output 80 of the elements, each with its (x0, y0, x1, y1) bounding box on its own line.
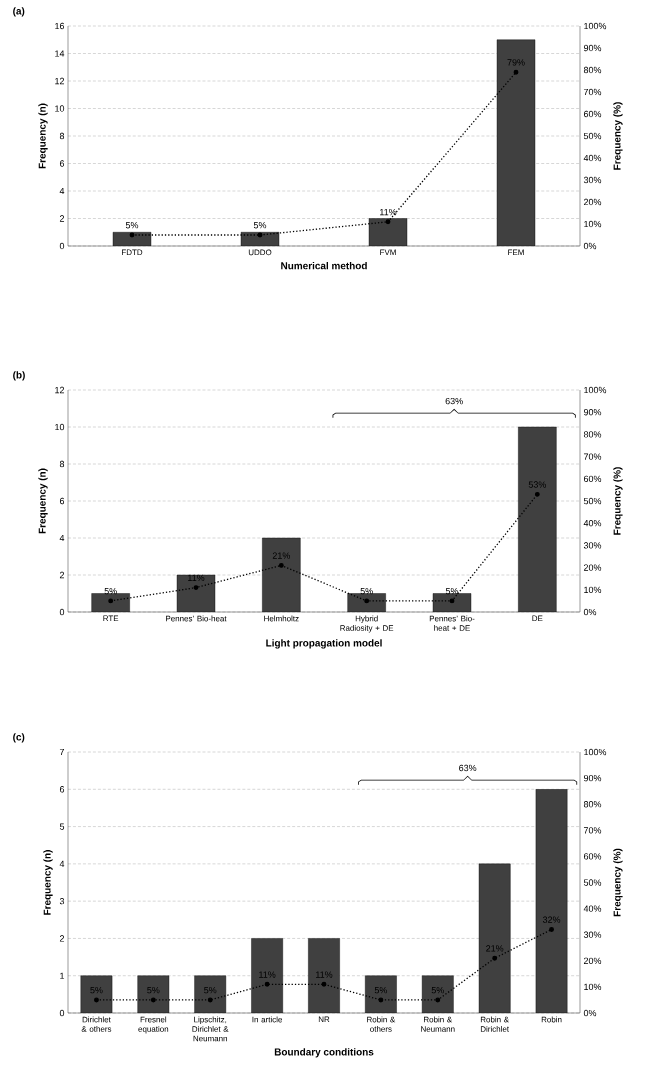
y2-tick-label: 40% (583, 905, 602, 912)
y2-tick-label: 0% (583, 608, 597, 616)
y2-tick-label: 0% (583, 242, 597, 250)
y-tick-label: 7 (59, 748, 65, 756)
y-axis-title: Frequency (n) (38, 468, 48, 534)
y2-tick-label: 20% (583, 564, 602, 571)
y2-tick-label: 40% (583, 154, 602, 162)
y-tick-label: 8 (59, 460, 65, 468)
y2-tick-label: 90% (583, 409, 602, 416)
data-label: 5% (374, 987, 388, 994)
y2-tick-label: 60% (583, 110, 602, 118)
y2-axis-title: Frequency (%) (613, 102, 623, 170)
y-tick-label: 8 (59, 132, 65, 140)
y-tick-label: 14 (55, 50, 65, 57)
y2-tick-label: 60% (583, 475, 602, 482)
y2-tick-label: 100% (584, 748, 607, 756)
y2-tick-label: 70% (583, 88, 602, 96)
data-label: 11% (380, 208, 397, 216)
y2-tick-label: 100% (584, 386, 607, 394)
y-tick-label: 4 (59, 187, 65, 195)
data-label: 5% (360, 587, 373, 595)
data-label: 5% (253, 222, 267, 229)
y2-tick-label: 90% (583, 774, 602, 782)
y-tick-label: 2 (59, 215, 65, 222)
y-tick-label: 2 (59, 935, 65, 942)
annotation: 63% (459, 764, 477, 772)
y-tick-label: 5 (59, 823, 65, 830)
y2-tick-label: 30% (583, 542, 602, 549)
data-label: 5% (125, 222, 139, 229)
y-tick-label: 12 (55, 77, 65, 85)
y-tick-label: 4 (59, 534, 65, 542)
y2-tick-label: 80% (583, 431, 602, 438)
y-tick-label: 4 (59, 860, 65, 867)
y2-tick-label: 30% (583, 931, 602, 938)
x-axis-title: Numerical method (281, 262, 367, 270)
y-tick-label: 1 (60, 972, 65, 979)
chart-title: (b) (13, 371, 25, 381)
y-tick-label: 6 (59, 160, 65, 167)
y-tick-label: 6 (59, 786, 65, 793)
y-tick-label: 0 (59, 242, 65, 250)
y2-tick-label: 10% (584, 220, 602, 228)
y2-tick-label: 40% (583, 520, 602, 527)
y2-tick-label: 50% (583, 497, 602, 505)
y-tick-label: 6 (59, 497, 65, 505)
y-tick-label: 0 (59, 608, 65, 616)
chart-title: (a) (13, 7, 25, 17)
x-axis-title: Boundary conditions (274, 1048, 374, 1058)
y-tick-label: 0 (59, 1009, 65, 1017)
y2-tick-label: 10% (584, 983, 602, 991)
y2-tick-label: 0% (583, 1009, 597, 1017)
data-label: 5% (104, 587, 117, 595)
y2-tick-label: 80% (583, 801, 602, 808)
y2-tick-label: 90% (583, 44, 602, 52)
chart-title: (c) (13, 733, 25, 743)
x-axis-title: Light propagation model (266, 639, 382, 649)
y2-tick-label: 60% (583, 853, 602, 860)
y-tick-label: 3 (59, 897, 65, 905)
y-tick-label: 10 (55, 423, 65, 431)
data-label: 11% (188, 574, 205, 581)
y2-tick-label: 70% (583, 827, 602, 834)
data-label: 5% (431, 987, 444, 994)
y2-tick-label: 50% (583, 132, 602, 140)
y2-tick-label: 80% (583, 66, 602, 74)
y2-tick-label: 100% (584, 22, 607, 30)
y2-tick-label: 10% (584, 586, 602, 593)
y2-tick-label: 20% (583, 957, 602, 964)
y2-tick-label: 70% (583, 453, 602, 460)
y-axis-title: Frequency (n) (38, 103, 48, 169)
y-tick-label: 16 (55, 22, 65, 30)
data-label: 5% (445, 587, 459, 595)
y2-axis-title: Frequency (%) (613, 848, 623, 917)
y2-tick-label: 30% (583, 176, 602, 184)
y2-tick-label: 50% (583, 879, 602, 886)
y-tick-label: 10 (55, 105, 65, 112)
annotation: 63% (445, 397, 463, 405)
y-axis-title: Frequency (n) (43, 850, 53, 915)
y2-axis-title: Frequency (%) (613, 467, 623, 535)
y-tick-label: 2 (59, 571, 65, 579)
y2-tick-label: 20% (583, 198, 602, 206)
y-tick-label: 12 (55, 386, 65, 394)
